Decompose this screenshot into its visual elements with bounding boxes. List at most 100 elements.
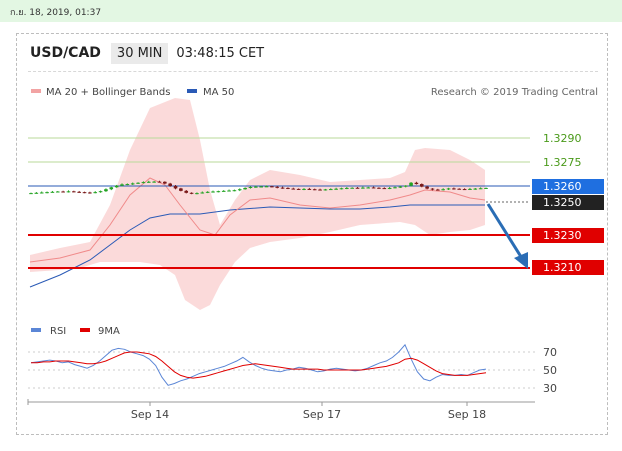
ma9-legend-label: 9MA [98,326,120,337]
candle-body [184,190,189,193]
chart-time: 03:48:15 CET [176,45,265,61]
level-label-3260: 1.3260 [543,180,582,193]
candle-body [50,191,55,193]
candle-body [248,186,253,188]
level-label-3250: 1.3250 [543,196,582,209]
candle-body [141,182,146,184]
candle-body [425,186,429,189]
candle-body [473,188,478,190]
candle-body [468,188,472,190]
candle-body [136,182,140,184]
candle-body [393,187,397,189]
timestamp: ก.ย. 18, 2019, 01:37 [10,8,102,18]
ma20-legend-label: MA 20 + Bollinger Bands [46,87,170,98]
candle-body [168,183,172,186]
candle-body [280,187,285,189]
ma9-legend-swatch [80,328,90,332]
timeframe-badge[interactable]: 30 MIN [110,42,169,64]
candle-body [430,188,435,190]
x-tick-label-sep17: Sep 17 [303,408,341,421]
candle-body [200,192,205,194]
forecast-arrow-shaft [486,203,525,261]
candle-body [173,186,178,189]
candle-body [334,188,338,190]
ma20-line [29,177,486,263]
candle-body [120,184,124,186]
chart-panel [16,33,608,435]
candle-body [82,192,87,194]
candle-body [243,187,247,190]
candle-body [232,190,237,192]
candle-body [179,188,183,191]
ma50-legend-swatch [187,89,197,93]
x-tick-label-sep14: Sep 14 [131,408,169,421]
level-label-3290: 1.3290 [543,132,582,145]
candle-body [221,190,226,192]
candle-body [361,187,365,189]
candle-body [296,188,301,190]
candle-body [446,188,451,190]
level-label-3210: 1.3210 [543,261,582,274]
candle-body [462,189,467,191]
candle-body [355,187,360,189]
candle-body [195,193,199,195]
candle-body [312,189,317,191]
candle-body [72,191,76,193]
candle-body [382,188,387,190]
level-label-3230: 1.3230 [543,229,582,242]
candlestick-series [29,180,488,195]
candle-body [264,186,269,188]
candle-body [339,188,344,190]
pair-label: USD/CAD [30,45,101,61]
candle-body [350,187,354,189]
level-tag-3230 [532,228,604,243]
candle-body [286,187,290,189]
candle-body [29,193,33,195]
candle-body [77,191,81,193]
rsi-tick-70: 70 [543,346,557,359]
candle-body [109,187,114,190]
candle-body [318,189,322,191]
candle-body [409,182,413,186]
candle-body [34,192,39,194]
candle-body [275,186,280,188]
rsi-legend-label: RSI [50,326,66,337]
candle-body [436,189,440,191]
bollinger-band [30,98,485,310]
candle-body [452,188,456,190]
candle-body [371,187,376,189]
forecast-arrow-head [514,252,528,269]
header-divider [28,71,598,72]
rsi-ma-line [31,351,487,379]
candle-body [98,191,103,193]
credit-label: Research © 2019 Trading Central [431,87,598,98]
candle-body [414,182,419,185]
candle-body [216,191,221,193]
level-tag-3260 [532,179,604,194]
candle-body [125,184,130,186]
rsi-tick-30: 30 [543,382,557,395]
candle-body [403,185,408,187]
candle-body [114,185,119,188]
candle-body [419,184,424,187]
timestamp-bar: ก.ย. 18, 2019, 01:37 [0,0,622,22]
level-label-3275: 1.3275 [543,156,582,169]
ma50-legend-label: MA 50 [203,87,234,98]
rsi-legend-swatch [31,328,41,332]
candle-body [146,181,151,183]
candle-body [237,189,242,191]
candle-body [45,192,49,194]
candle-body [152,181,156,183]
candle-body [398,186,403,188]
candle-body [66,191,71,193]
x-tick-label-sep18: Sep 18 [448,408,486,421]
candle-body [104,189,108,192]
candle-body [457,188,462,190]
candle-body [484,187,488,189]
candle-body [163,181,167,184]
candle-body [307,188,312,190]
candle-body [478,188,483,190]
candle-body [205,191,210,193]
rsi-line [30,343,487,386]
